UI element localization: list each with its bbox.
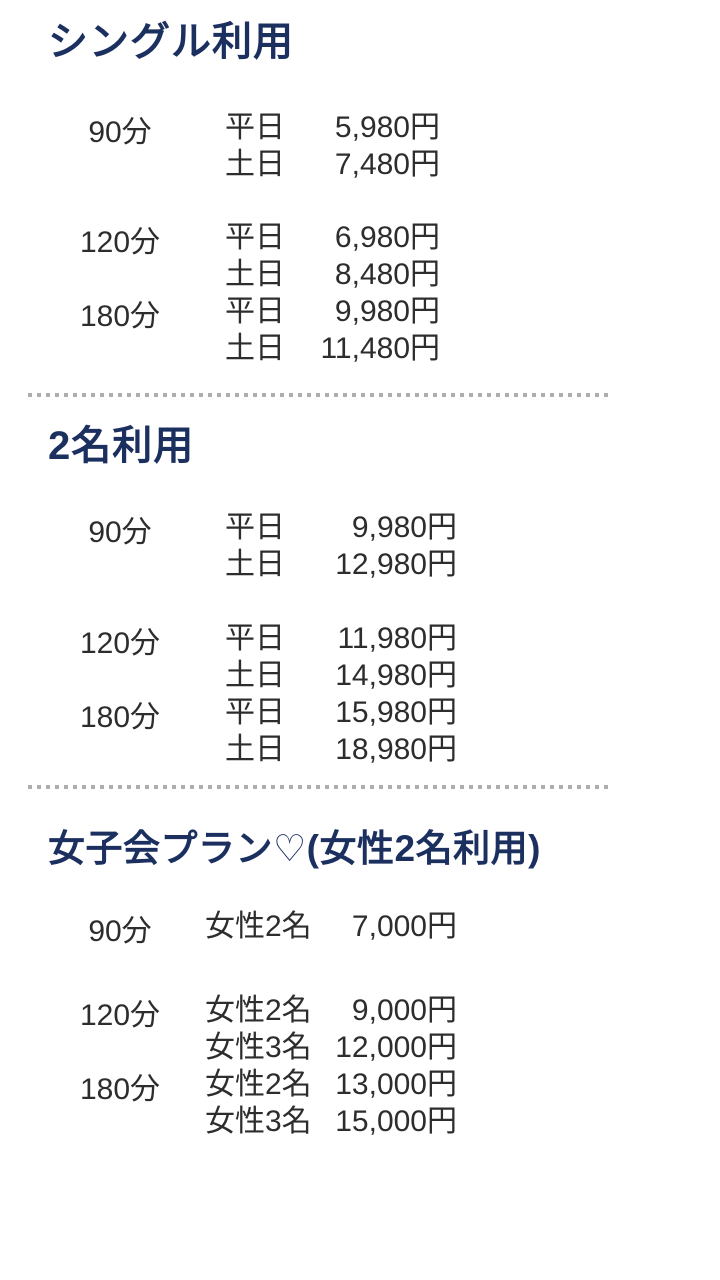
- price-value: 8,480円: [334, 258, 440, 291]
- price-row: 120分 女性2名 9,000円 女性3名 12,000円: [60, 992, 720, 1066]
- price-line: 土日 12,980円: [225, 546, 457, 583]
- price-row: 90分 平日 5,980円 土日 7,480円: [60, 109, 720, 183]
- price-value: 7,480円: [334, 148, 440, 181]
- duration-label: 180分: [79, 1073, 161, 1107]
- plan-label: 女性3名: [205, 1105, 312, 1139]
- price-line: 平日 11,980円: [225, 620, 457, 657]
- price-value: 12,000円: [335, 1031, 457, 1065]
- pricing-section: 女子会プラン♡(女性2名利用) 90分 女性2名 7,000円 120分 女性2…: [0, 827, 720, 1140]
- price-line: 女性2名 13,000円: [205, 1066, 457, 1103]
- price-row: 120分 平日 6,980円 土日 8,480円: [60, 219, 720, 293]
- plan-label: 平日: [225, 221, 285, 254]
- price-row: 90分 平日 9,980円 土日 12,980円: [60, 509, 720, 583]
- price-line: 女性3名 12,000円: [205, 1029, 457, 1066]
- plan-label: 土日: [225, 548, 285, 581]
- plan-label: 平日: [225, 111, 285, 144]
- dotted-divider: [28, 393, 612, 397]
- duration-label: 120分: [79, 627, 161, 660]
- plan-label: 平日: [225, 622, 285, 655]
- price-list: シングル利用 90分 平日 5,980円 土日 7,480円 120分 平日 6…: [0, 18, 720, 1140]
- pricing-section: 2名利用 90分 平日 9,980円 土日 12,980円 120分 平日 11…: [0, 422, 720, 768]
- price-value: 12,980円: [335, 548, 457, 581]
- section-title: 女子会プラン♡(女性2名利用): [48, 828, 541, 869]
- price-line: 平日 9,980円: [225, 293, 440, 330]
- price-row: 180分 女性2名 13,000円 女性3名 15,000円: [60, 1066, 720, 1140]
- plan-label: 女性2名: [205, 1068, 312, 1102]
- price-line: 土日 8,480円: [225, 256, 440, 293]
- plan-label: 土日: [225, 733, 285, 766]
- duration-label: 120分: [79, 226, 161, 259]
- section-title: シングル利用: [48, 20, 294, 64]
- price-row: 120分 平日 11,980円 土日 14,980円: [60, 620, 720, 694]
- duration-label: 90分: [88, 116, 152, 149]
- price-line: 女性2名 9,000円: [205, 992, 457, 1029]
- price-value: 6,980円: [334, 221, 440, 254]
- price-lines: 女性2名 13,000円 女性3名 15,000円: [205, 1066, 457, 1140]
- price-value: 9,980円: [334, 295, 440, 328]
- price-value: 13,000円: [335, 1068, 457, 1102]
- price-value: 14,980円: [335, 659, 457, 692]
- price-value: 11,480円: [320, 332, 440, 365]
- price-value: 7,000円: [351, 910, 457, 944]
- price-lines: 平日 15,980円 土日 18,980円: [225, 694, 457, 768]
- pricing-section: シングル利用 90分 平日 5,980円 土日 7,480円 120分 平日 6…: [0, 18, 720, 367]
- duration-label: 120分: [79, 999, 161, 1033]
- price-lines: 平日 5,980円 土日 7,480円: [225, 109, 440, 183]
- price-lines: 平日 6,980円 土日 8,480円: [225, 219, 440, 293]
- price-line: 土日 18,980円: [225, 731, 457, 768]
- price-value: 15,000円: [335, 1105, 457, 1139]
- plan-label: 平日: [225, 696, 285, 729]
- price-value: 9,000円: [351, 994, 457, 1028]
- duration-label: 180分: [79, 701, 161, 734]
- price-line: 女性2名 7,000円: [205, 908, 457, 945]
- plan-label: 平日: [225, 295, 285, 328]
- price-row: 90分 女性2名 7,000円: [60, 908, 720, 950]
- price-lines: 平日 9,980円 土日 12,980円: [225, 509, 457, 583]
- price-lines: 平日 11,980円 土日 14,980円: [225, 620, 457, 694]
- duration-label: 180分: [79, 300, 161, 333]
- plan-label: 女性3名: [205, 1031, 312, 1065]
- price-line: 平日 15,980円: [225, 694, 457, 731]
- price-line: 土日 11,480円: [225, 330, 440, 367]
- duration-label: 90分: [88, 915, 152, 949]
- section-title: 2名利用: [48, 424, 195, 468]
- price-value: 18,980円: [335, 733, 457, 766]
- price-value: 9,980円: [351, 511, 457, 544]
- price-lines: 平日 9,980円 土日 11,480円: [225, 293, 440, 367]
- plan-label: 女性2名: [205, 994, 312, 1028]
- price-line: 平日 9,980円: [225, 509, 457, 546]
- price-line: 平日 6,980円: [225, 219, 440, 256]
- price-lines: 女性2名 9,000円 女性3名 12,000円: [205, 992, 457, 1066]
- plan-label: 土日: [225, 659, 285, 692]
- plan-label: 土日: [225, 148, 285, 181]
- price-line: 土日 14,980円: [225, 657, 457, 694]
- price-value: 11,980円: [337, 622, 457, 655]
- duration-label: 90分: [88, 516, 152, 549]
- price-lines: 女性2名 7,000円: [205, 908, 457, 950]
- price-line: 土日 7,480円: [225, 146, 440, 183]
- price-row: 180分 平日 15,980円 土日 18,980円: [60, 694, 720, 768]
- plan-label: 土日: [225, 258, 285, 291]
- plan-label: 女性2名: [205, 910, 312, 944]
- plan-label: 土日: [225, 332, 285, 365]
- price-line: 女性3名 15,000円: [205, 1103, 457, 1140]
- dotted-divider: [28, 785, 612, 789]
- price-value: 15,980円: [335, 696, 457, 729]
- price-row: 180分 平日 9,980円 土日 11,480円: [60, 293, 720, 367]
- price-value: 5,980円: [334, 111, 440, 144]
- plan-label: 平日: [225, 511, 285, 544]
- price-line: 平日 5,980円: [225, 109, 440, 146]
